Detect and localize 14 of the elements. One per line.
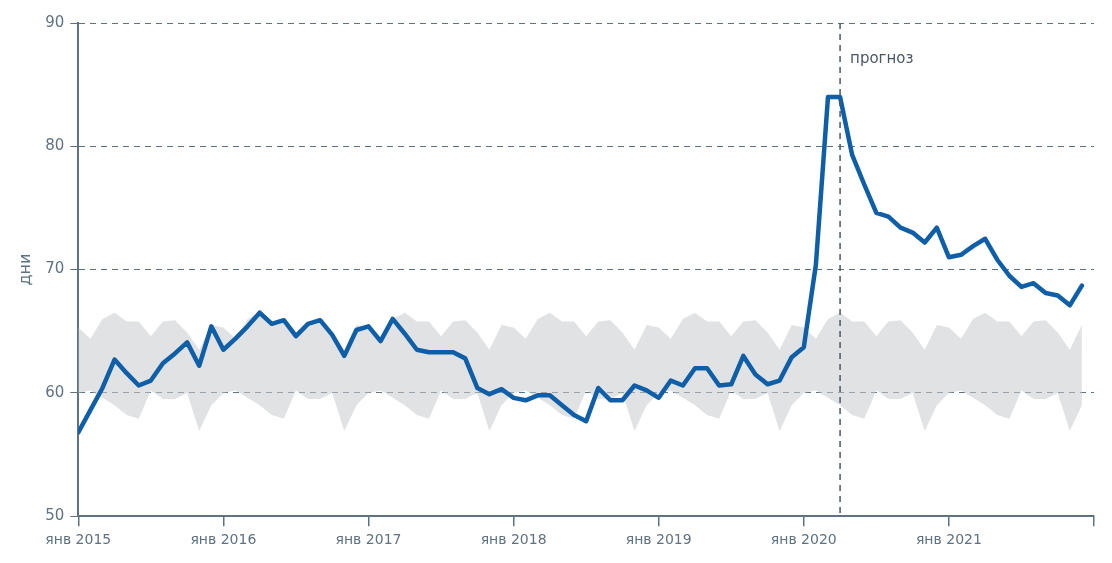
y-axis-title: дни <box>14 253 34 286</box>
x-tick-label: янв 2016 <box>190 531 257 548</box>
y-tick-label: 70 <box>45 259 65 278</box>
x-tick-label: янв 2018 <box>480 531 547 548</box>
y-tick-label: 80 <box>45 136 65 155</box>
x-tick-label: янв 2017 <box>335 531 402 548</box>
y-tick-label: 50 <box>45 506 65 525</box>
y-tick-label: 60 <box>45 382 65 401</box>
x-tick-label: янв 2021 <box>915 531 982 548</box>
x-tick-label: янв 2019 <box>625 531 692 548</box>
y-tick-label: 90 <box>45 12 65 31</box>
x-tick-label: янв 2020 <box>770 531 837 548</box>
ref-line-label: прогноз <box>850 48 914 67</box>
x-tick-label: янв 2015 <box>45 531 112 548</box>
